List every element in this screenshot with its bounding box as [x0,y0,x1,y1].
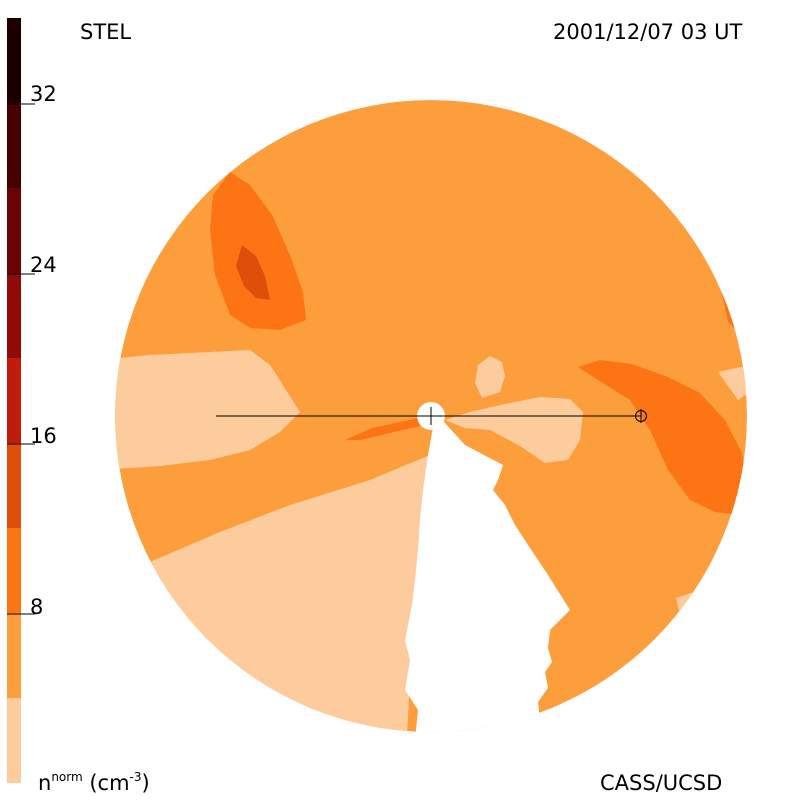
colorbar-tick-label-8: 8 [30,595,44,619]
colorbar-band-6 [7,188,21,273]
colorbar-band-2 [7,528,21,613]
colorbar [7,18,21,783]
colorbar-band-7 [7,103,21,188]
units-superscript: norm [51,770,83,784]
low-density-region-west [115,350,300,470]
units-base: n [38,771,52,795]
colorbar-band-1 [7,613,21,698]
timestamp-label: 2001/12/07 03 UT [553,20,743,44]
high-density-region-east [578,360,747,515]
colorbar-band-3 [7,443,21,528]
peak-density-region-northwest [236,245,270,300]
low-density-blob-east [718,366,747,400]
colorbar-band-4 [7,358,21,443]
units-exponent: -3 [129,770,142,784]
credit-label: CASS/UCSD [600,771,723,795]
colorbar-units-label: nnorm (cm-3) [38,771,150,794]
station-label: STEL [80,20,132,44]
colorbar-band-8 [7,18,21,103]
high-density-sliver-center [345,415,428,440]
units-close: ) [141,771,150,795]
data-gap-wedge [405,422,570,732]
low-density-blob-north [475,356,505,398]
low-density-region-center [445,397,583,463]
colorbar-ticks [7,103,35,615]
colorbar-tick-label-16: 16 [30,424,57,448]
high-density-region-northwest [210,172,306,330]
colorbar-tick-label-32: 32 [30,82,57,106]
units-open: (cm [82,771,130,795]
earth-symbol [635,409,647,423]
colorbar-band-0 [7,698,21,783]
colorbar-tick-label-24: 24 [30,253,57,277]
colorbar-band-5 [7,273,21,358]
